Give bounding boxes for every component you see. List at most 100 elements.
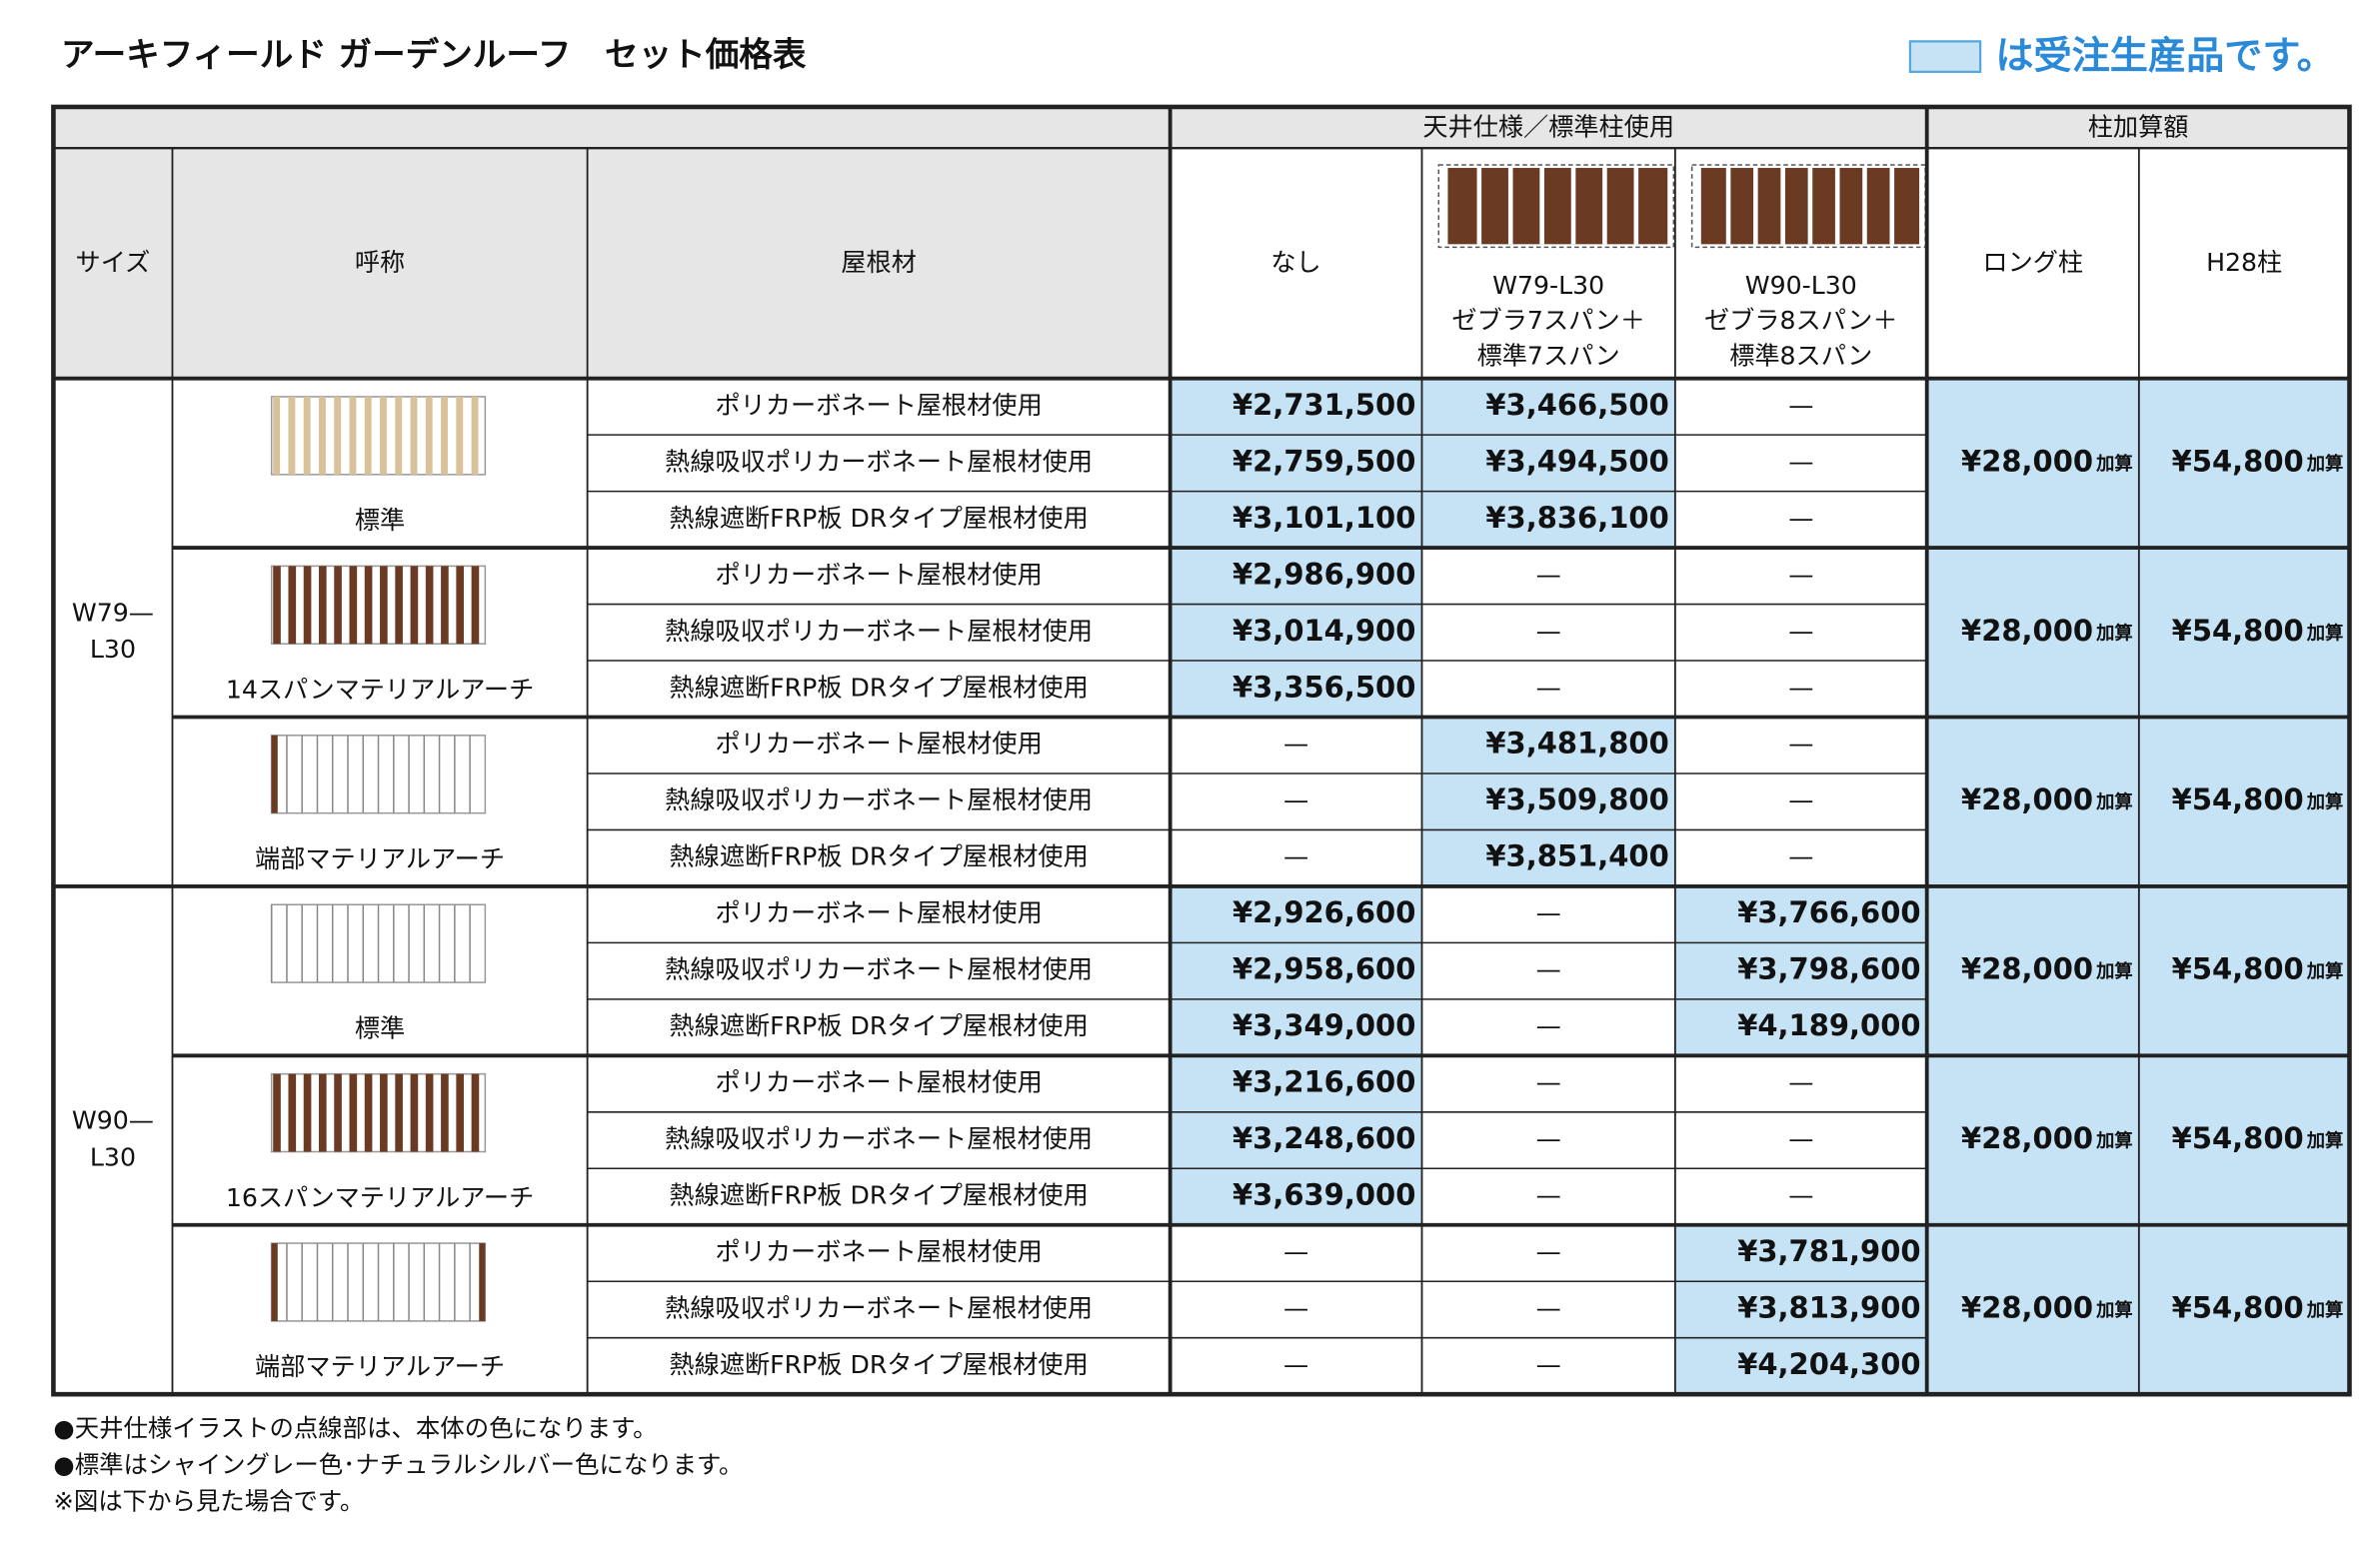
roof-icon-stripe (395, 396, 403, 475)
roof-icon-stripe (349, 396, 357, 475)
column-header: 屋根材 (841, 248, 917, 277)
price: ¥2,958,600 (1232, 952, 1415, 986)
roof-material: 熱線吸収ポリカーボネート屋根材使用 (665, 1293, 1093, 1322)
column-header: 呼称 (355, 248, 405, 277)
made-to-order-cell (1170, 1168, 1422, 1225)
roof-icon-stripe (471, 1073, 480, 1152)
column-header: ゼブラ8スパン＋ (1704, 306, 1897, 335)
addon-price: ¥54,800 (2172, 614, 2304, 648)
roof-material: ポリカーボネート屋根材使用 (716, 391, 1043, 420)
made-to-order-cell (1421, 378, 1675, 436)
roof-icon-stripe (318, 396, 326, 475)
roof-icon-stripe (334, 566, 342, 645)
roof-icon-stripe (380, 566, 388, 645)
product-name: 16スパンマテリアルアーチ (226, 1183, 534, 1212)
roof-icon-stripe (395, 566, 403, 645)
no-price: — (1536, 1350, 1561, 1379)
roof-material: 熱線遮断FRP板 DRタイプ屋根材使用 (670, 842, 1089, 871)
no-price: — (1788, 1068, 1813, 1097)
made-to-order-cell (1170, 1111, 1422, 1169)
roof-material: ポリカーボネート屋根材使用 (716, 1237, 1043, 1266)
size-label: L30 (90, 635, 136, 664)
price: ¥2,759,500 (1232, 444, 1415, 478)
roof-icon-stripe (471, 566, 480, 645)
no-price: — (1536, 898, 1561, 927)
no-price: — (1283, 785, 1308, 814)
price: ¥4,204,300 (1737, 1347, 1920, 1381)
roof-icon-stripe (288, 566, 297, 645)
made-to-order-cell (1170, 435, 1422, 492)
column-header: サイズ (76, 248, 151, 277)
roof-icon-stripe (303, 1073, 312, 1152)
made-to-order-cell (1674, 1224, 1927, 1282)
price: ¥4,189,000 (1737, 1008, 1920, 1042)
header-group: 天井仕様／標準柱使用 (1422, 112, 1674, 141)
price: ¥3,766,600 (1737, 895, 1920, 929)
price: ¥3,836,100 (1485, 501, 1668, 535)
no-price: — (1536, 1293, 1561, 1322)
no-price: — (1283, 730, 1308, 759)
made-to-order-cell (1170, 661, 1422, 718)
no-price: — (1788, 504, 1813, 533)
title: アーキフィールド ガーデンルーフ セット価格表 (61, 35, 807, 74)
no-price: — (1283, 1237, 1308, 1266)
roof-icon-stripe (273, 1073, 281, 1152)
roof-icon-stripe (334, 396, 342, 475)
roof-icon-edge (479, 1243, 486, 1321)
roof-icon-stripe (349, 566, 358, 645)
roof-icon-stripe (380, 396, 387, 475)
addon-suffix: 加算 (2306, 453, 2344, 475)
roof-material: 熱線吸収ポリカーボネート屋根材使用 (665, 785, 1093, 814)
ceiling-icon (1447, 168, 1668, 245)
no-price: — (1788, 1181, 1813, 1210)
made-to-order-cell (1170, 885, 1422, 943)
made-to-order-cell (1421, 829, 1675, 886)
no-price: — (1283, 1293, 1308, 1322)
no-price: — (1536, 560, 1561, 589)
no-price: — (1788, 842, 1813, 871)
roof-icon-stripe (288, 396, 296, 475)
footnote: ●標準はシャイングレー色･ナチュラルシルバー色になります。 (53, 1450, 743, 1479)
addon-suffix: 加算 (2095, 960, 2133, 982)
header-group: 柱加算額 (2088, 112, 2189, 141)
roof-material: 熱線遮断FRP板 DRタイプ屋根材使用 (670, 504, 1089, 533)
no-price: — (1788, 730, 1813, 759)
made-to-order-cell (1170, 1055, 1422, 1112)
footnote: ※図は下から見た場合です。 (53, 1487, 364, 1516)
no-price: — (1788, 673, 1813, 702)
made-to-order-cell (1421, 491, 1675, 549)
roof-material: 熱線遮断FRP板 DRタイプ屋根材使用 (670, 1181, 1089, 1210)
made-to-order-cell (1170, 378, 1422, 436)
roof-icon-stripe (303, 566, 312, 645)
made-to-order-cell (1170, 491, 1422, 549)
addon-price: ¥28,000 (1961, 952, 2093, 986)
roof-icon-stripe (441, 396, 448, 475)
price: ¥3,481,800 (1485, 727, 1668, 761)
roof-material: 熱線遮断FRP板 DRタイプ屋根材使用 (670, 1011, 1089, 1040)
table-border (51, 104, 2352, 1397)
no-price: — (1788, 391, 1813, 420)
no-price: — (1536, 1124, 1561, 1153)
column-header: 標準8スパン (1729, 341, 1872, 370)
addon-price: ¥28,000 (1961, 444, 2093, 478)
column-header: W79-L30 (1492, 271, 1604, 300)
size-label: W90— (72, 1106, 154, 1135)
column-header: ゼブラ7スパン＋ (1451, 306, 1644, 335)
roof-icon-stripe (349, 1073, 358, 1152)
made-to-order-cell (1674, 1281, 1927, 1338)
price: ¥3,014,900 (1232, 614, 1415, 648)
made-to-order-cell (1170, 998, 1422, 1056)
roof-icon (270, 396, 487, 476)
roof-material: ポリカーボネート屋根材使用 (716, 898, 1043, 927)
product-name: 端部マテリアルアーチ (255, 1352, 505, 1381)
addon-price: ¥28,000 (1961, 1121, 2093, 1155)
made-to-order-cell (1674, 998, 1927, 1056)
roof-icon-stripe (364, 566, 373, 645)
price: ¥3,349,000 (1232, 1008, 1415, 1042)
price: ¥3,466,500 (1485, 388, 1668, 422)
price: ¥3,813,900 (1737, 1290, 1920, 1324)
roof-material: 熱線吸収ポリカーボネート屋根材使用 (665, 617, 1093, 646)
column-header: ロング柱 (1982, 248, 2083, 277)
price: ¥3,216,600 (1232, 1065, 1415, 1099)
addon-suffix: 加算 (2306, 960, 2344, 982)
